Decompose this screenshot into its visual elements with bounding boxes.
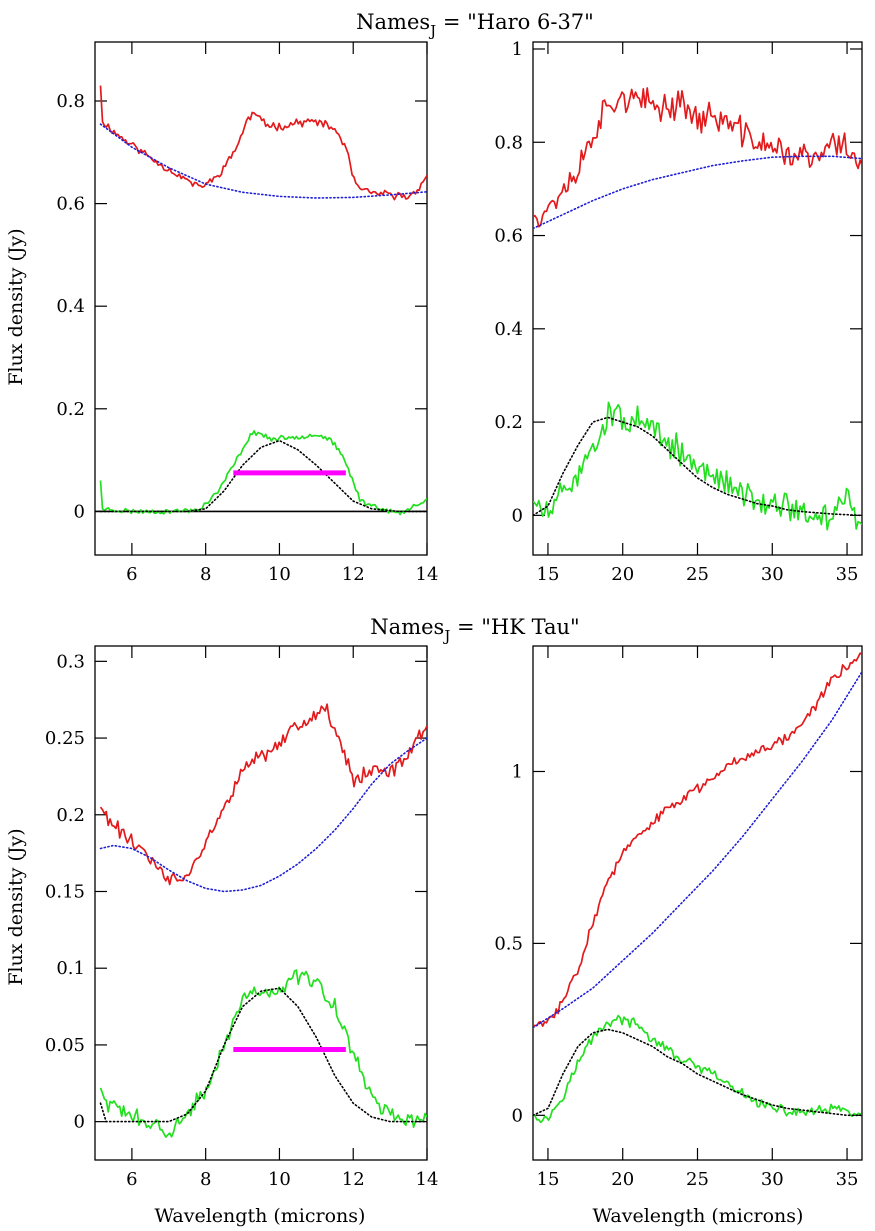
series-continuum-line	[99, 123, 427, 199]
y-tick-label: 0.6	[494, 226, 523, 247]
y-tick-label: 0.5	[494, 933, 523, 954]
x-tick-label: 12	[342, 564, 365, 585]
y-tick-label: 0.8	[56, 91, 85, 112]
y-tick-label: 0.8	[494, 132, 523, 153]
series-observed-line	[99, 85, 427, 201]
chart-panel-haro-6-37-long: 0 0.2 0.4 0.6 0.8 1 15 20 25 30 35	[494, 39, 863, 585]
series-observed-line	[533, 652, 862, 1027]
x-tick-label: 20	[611, 564, 634, 585]
plot-area	[95, 85, 427, 516]
y-tick-label: 1	[512, 761, 523, 782]
chart-panel-haro-6-37-short: 0 0.2 0.4 0.6 0.8 6 8 10 12 14	[56, 41, 439, 585]
chart-panel-hk-tau-long: 0 0.5 1 15 20 25 30 35	[494, 645, 863, 1190]
y-tick-label: 0.25	[45, 728, 85, 749]
y-tick-label: 0.4	[56, 296, 85, 317]
y-tick-label: 0	[74, 501, 85, 522]
x-tick-label: 8	[200, 564, 211, 585]
y-tick-label: 0.05	[45, 1035, 85, 1056]
x-tick-label: 25	[686, 564, 709, 585]
x-tick-label: 30	[761, 564, 784, 585]
series-excess-line	[99, 430, 427, 516]
series-model-line	[99, 439, 427, 513]
x-tick-label: 15	[537, 1169, 560, 1190]
plot-frame	[94, 645, 428, 1161]
chart-panel-hk-tau-short: 0 0.05 0.1 0.15 0.2 0.25 0.3 6 8 10 12 14	[45, 645, 439, 1190]
y-tick-label: 0.2	[56, 399, 85, 420]
y-tick-label: 0.2	[494, 412, 523, 433]
y-tick-label: 1	[512, 39, 523, 60]
series-observed-line	[99, 703, 427, 886]
plot-frame	[94, 41, 428, 556]
bottom-y-axis-label: Flux density (Jy)	[5, 828, 27, 985]
y-tick-label: 0.3	[56, 651, 85, 672]
series-continuum-line	[533, 671, 862, 1029]
x-tick-label: 14	[416, 1169, 439, 1190]
series-model-line	[99, 987, 427, 1123]
top-panel-title: NamesJ = "Haro 6-37"	[356, 10, 594, 40]
top-y-axis-label: Flux density (Jy)	[5, 228, 27, 385]
left-x-axis-label: Wavelength (microns)	[155, 1205, 366, 1227]
x-tick-label: 10	[268, 564, 291, 585]
x-tick-label: 14	[416, 564, 439, 585]
x-tick-label: 12	[342, 1169, 365, 1190]
right-x-axis-label: Wavelength (microns)	[593, 1205, 804, 1227]
series-excess-line	[533, 1014, 862, 1124]
y-tick-label: 0	[74, 1112, 85, 1133]
plot-area	[99, 703, 427, 1138]
series-excess-line	[533, 401, 862, 531]
x-tick-label: 6	[126, 564, 137, 585]
series-model-line	[533, 416, 862, 517]
plot-area	[533, 87, 862, 531]
x-tick-label: 10	[268, 1169, 291, 1190]
series-continuum-line	[99, 737, 427, 893]
bottom-panel-title: NamesJ = "HK Tau"	[370, 615, 579, 645]
y-tick-label: 0.15	[45, 881, 85, 902]
series-observed-line	[533, 87, 862, 228]
y-tick-label: 0.6	[56, 194, 85, 215]
x-tick-label: 8	[200, 1169, 211, 1190]
y-tick-label: 0.1	[56, 958, 85, 979]
y-tick-label: 0.4	[494, 319, 523, 340]
x-tick-label: 6	[126, 1169, 137, 1190]
y-tick-label: 0.2	[56, 805, 85, 826]
series-continuum-line	[533, 155, 862, 230]
plot-area	[533, 652, 862, 1124]
series-model-line	[533, 1028, 862, 1117]
series-excess-line	[99, 969, 427, 1138]
x-tick-label: 35	[836, 1169, 859, 1190]
x-tick-label: 15	[537, 564, 560, 585]
x-tick-label: 20	[611, 1169, 634, 1190]
x-tick-label: 30	[761, 1169, 784, 1190]
y-tick-label: 0	[512, 1105, 523, 1126]
plot-frame	[532, 645, 863, 1161]
y-tick-label: 0	[512, 505, 523, 526]
x-tick-label: 25	[686, 1169, 709, 1190]
x-tick-label: 35	[836, 564, 859, 585]
